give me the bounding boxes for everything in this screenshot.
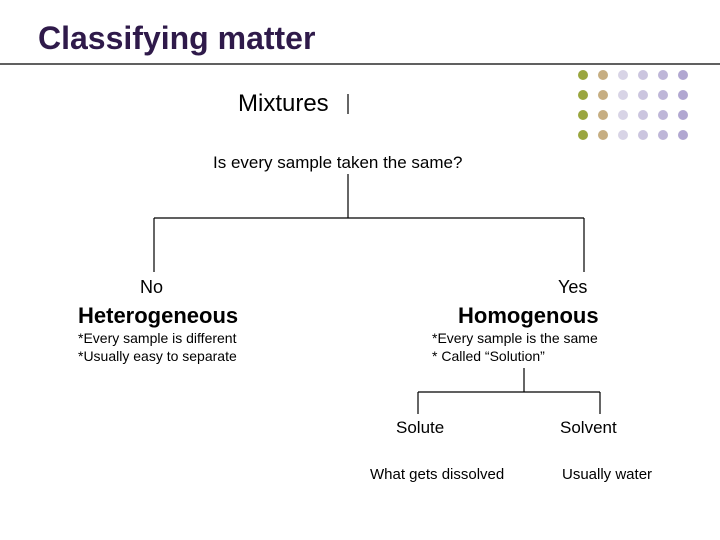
dot-icon — [638, 70, 648, 80]
hetero-heading: Heterogeneous — [78, 303, 238, 329]
solute-label: Solute — [396, 418, 444, 438]
yes-label: Yes — [558, 277, 587, 298]
dot-icon — [578, 130, 588, 140]
dot-icon — [618, 130, 628, 140]
dot-icon — [678, 130, 688, 140]
question-text: Is every sample taken the same? — [213, 153, 462, 173]
dot-icon — [678, 70, 688, 80]
dot-icon — [598, 110, 608, 120]
connector-lines — [0, 0, 720, 540]
dot-icon — [618, 70, 628, 80]
bullet-line: *Usually easy to separate — [78, 348, 237, 364]
dot-icon — [578, 70, 588, 80]
dot-icon — [578, 110, 588, 120]
solvent-desc: Usually water — [562, 466, 652, 483]
dot-icon — [598, 130, 608, 140]
no-label: No — [140, 277, 163, 298]
dot-icon — [598, 90, 608, 100]
dot-icon — [658, 110, 668, 120]
mixtures-heading: Mixtures — [238, 90, 329, 118]
page-title: Classifying matter — [38, 20, 315, 57]
bullet-line: *Every sample is different — [78, 330, 236, 346]
dot-icon — [638, 110, 648, 120]
dot-icon — [578, 90, 588, 100]
dot-icon — [638, 130, 648, 140]
homo-heading: Homogenous — [458, 303, 599, 329]
bullet-line: * Called “Solution” — [432, 348, 545, 364]
dot-icon — [618, 110, 628, 120]
dot-icon — [658, 130, 668, 140]
solute-desc: What gets dissolved — [370, 466, 504, 483]
dot-icon — [638, 90, 648, 100]
bullet-line: *Every sample is the same — [432, 330, 598, 346]
solvent-label: Solvent — [560, 418, 617, 438]
dot-icon — [618, 90, 628, 100]
dot-icon — [658, 70, 668, 80]
dot-icon — [678, 110, 688, 120]
dot-icon — [658, 90, 668, 100]
dot-icon — [598, 70, 608, 80]
dot-icon — [678, 90, 688, 100]
